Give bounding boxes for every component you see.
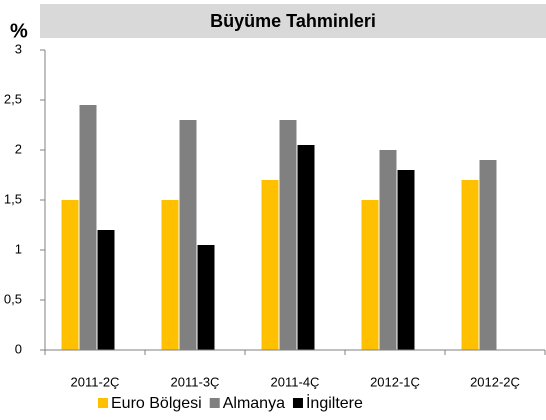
bar xyxy=(161,200,179,350)
legend-label: İngiltere xyxy=(306,393,363,412)
chart-title: Büyüme Tahminleri xyxy=(210,11,376,31)
legend-swatch xyxy=(209,398,220,408)
y-tick-label: 0,5 xyxy=(4,291,22,306)
x-tick-label: 2011-4Ç xyxy=(271,374,320,389)
bar xyxy=(461,180,479,350)
bar xyxy=(79,105,97,350)
legend-label: Euro Bölgesi xyxy=(111,395,202,412)
bar xyxy=(479,160,497,350)
y-tick-label: 1 xyxy=(15,241,22,256)
bar xyxy=(397,170,415,350)
x-tick-label: 2012-1Ç xyxy=(370,374,420,389)
legend-swatch xyxy=(292,398,303,408)
x-tick-label: 2012-2Ç xyxy=(470,374,520,389)
y-axis-label: % xyxy=(10,20,28,42)
bar xyxy=(261,180,279,350)
x-tick-label: 2011-3Ç xyxy=(171,374,220,389)
legend-label: Almanya xyxy=(223,395,285,412)
bar xyxy=(179,120,197,350)
y-tick-label: 3 xyxy=(15,41,22,56)
legend-swatch xyxy=(98,398,108,408)
bar xyxy=(379,150,397,350)
title-band xyxy=(40,4,546,38)
y-tick-label: 2,5 xyxy=(4,91,22,106)
y-tick-label: 1,5 xyxy=(4,191,22,206)
bar xyxy=(197,245,215,350)
bar xyxy=(279,120,297,350)
bar xyxy=(97,230,115,350)
bar xyxy=(61,200,79,350)
bar xyxy=(361,200,379,350)
bar xyxy=(297,145,315,350)
y-tick-label: 2 xyxy=(15,141,22,156)
y-tick-label: 0 xyxy=(15,341,22,356)
x-tick-label: 2011-2Ç xyxy=(71,374,120,389)
